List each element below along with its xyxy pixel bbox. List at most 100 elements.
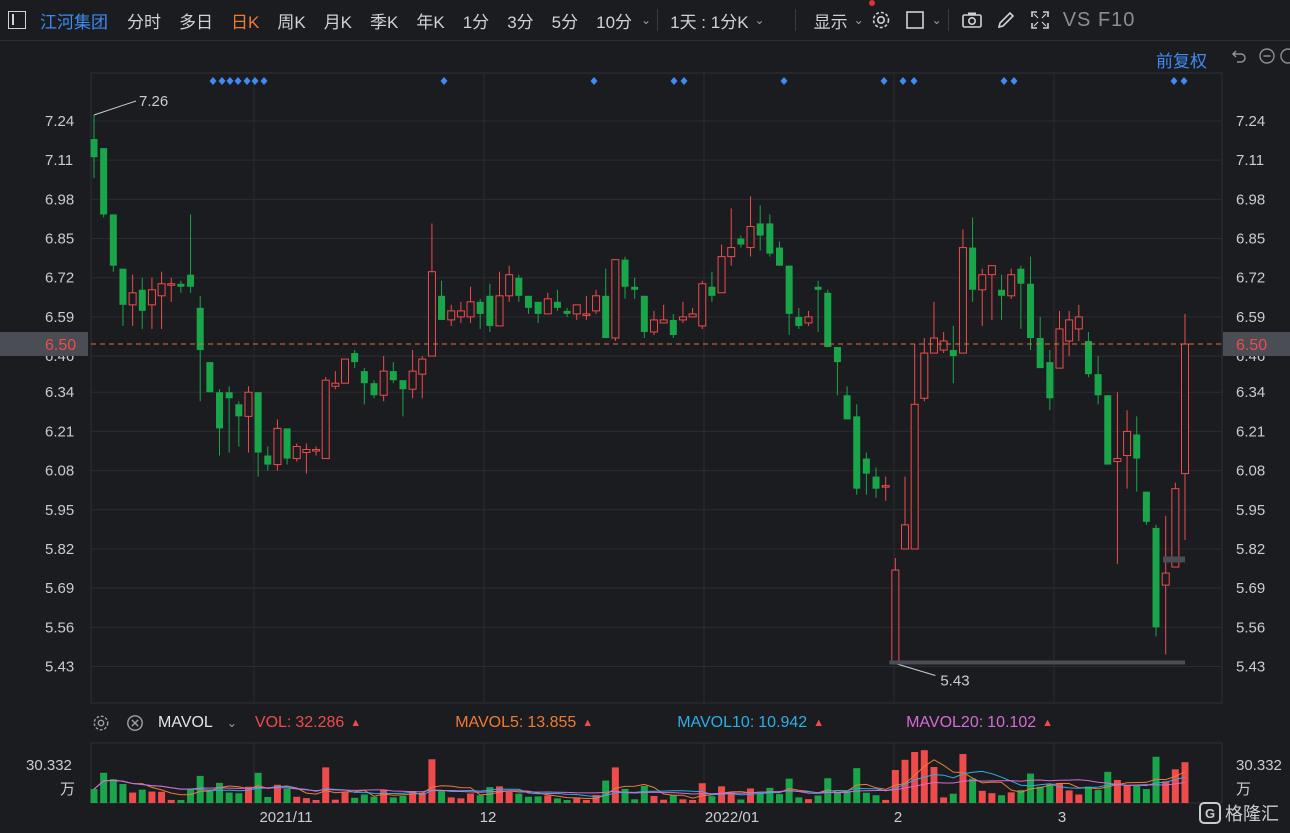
candle-body-up: [466, 301, 475, 318]
y-tick-label-right: 6.08: [1236, 463, 1265, 480]
candle-body-up: [1007, 274, 1016, 297]
volume-bar: [129, 792, 137, 803]
pencil-draw-icon[interactable]: [995, 9, 1017, 31]
period-combo-select[interactable]: 1天 : 1分K: [670, 12, 749, 32]
more-periods-chevron-icon[interactable]: ⌄: [641, 13, 652, 27]
event-marker-diamond-icon: [680, 77, 688, 85]
period-combo-chevron-icon[interactable]: ⌄: [754, 13, 765, 27]
tab-multi-day[interactable]: 多日: [179, 12, 213, 32]
sidebar-toggle-icon[interactable]: [8, 11, 26, 29]
candle-body-down: [998, 289, 1006, 296]
zoom-out-icon[interactable]: [1259, 48, 1275, 64]
volume-bar: [1084, 786, 1092, 803]
volume-bar: [611, 767, 619, 803]
indicator-name[interactable]: MAVOL: [158, 714, 213, 731]
candle-body-down: [225, 392, 233, 399]
volume-bar: [669, 795, 677, 803]
vs-f10-button[interactable]: VS F10: [1062, 8, 1136, 31]
layout-square-icon[interactable]: [904, 9, 926, 31]
candle-body-up: [408, 370, 417, 390]
candle-body-down: [862, 458, 870, 474]
candle-body-up: [582, 313, 591, 316]
indicator-chevron-icon[interactable]: ⌄: [226, 716, 237, 730]
candle-body-up: [688, 313, 697, 318]
mavol10-label: MAVOL10:: [677, 714, 755, 731]
volume-bar: [1065, 790, 1073, 803]
volume-bar: [1036, 786, 1044, 803]
tab-yearly-k[interactable]: 年K: [416, 12, 445, 32]
tab-5min[interactable]: 5分: [551, 12, 579, 32]
candle-body-down: [476, 301, 484, 314]
tab-daily-k[interactable]: 日K: [231, 12, 260, 32]
fullscreen-expand-icon[interactable]: [1029, 9, 1051, 31]
volume-axis-unit-right: 万: [1236, 781, 1251, 798]
candle-body-up: [341, 358, 350, 384]
tab-3min[interactable]: 3分: [507, 12, 534, 32]
tab-1min[interactable]: 1分: [462, 12, 490, 32]
volume-bar: [930, 767, 938, 803]
candle-body-up: [881, 485, 890, 488]
zoom-in-icon[interactable]: [1280, 48, 1290, 64]
volume-bar: [177, 800, 185, 803]
candle-body-down: [563, 310, 571, 314]
candle-body-up: [958, 247, 967, 354]
candle-body-up: [427, 271, 436, 357]
volume-bar: [901, 759, 909, 803]
y-tick-label-left: 7.24: [45, 113, 74, 130]
candle-body-down: [640, 295, 648, 332]
mavol20-up-arrow-icon: ▲: [1042, 717, 1053, 729]
undo-icon[interactable]: [1231, 48, 1247, 64]
candle-body-down: [737, 238, 745, 245]
volume-bar: [428, 759, 436, 803]
candle-body-down: [1104, 395, 1112, 465]
candle-body-up: [302, 449, 311, 454]
candle-body-down: [669, 319, 677, 335]
volume-bar: [862, 792, 870, 803]
candle-body-down: [399, 380, 407, 390]
candle-body-up: [978, 274, 987, 291]
volume-bar: [457, 798, 465, 803]
volume-bar: [756, 793, 764, 803]
candle-body-up: [543, 298, 552, 315]
divider: [947, 9, 949, 31]
tab-monthly-k[interactable]: 月K: [323, 12, 353, 32]
current-price-label-left: 6.50: [45, 337, 76, 354]
tab-quarterly-k[interactable]: 季K: [370, 12, 399, 32]
candle-body-down: [1036, 337, 1044, 369]
stock-name[interactable]: 江河集团: [40, 12, 108, 32]
volume-settings-gear-icon[interactable]: [92, 714, 110, 732]
y-tick-label-left: 5.43: [45, 659, 74, 676]
tab-weekly-k[interactable]: 周K: [277, 12, 306, 32]
display-menu[interactable]: 显示: [813, 12, 848, 32]
candle-body-down: [775, 247, 783, 266]
volume-close-icon[interactable]: [126, 714, 144, 732]
volume-bar: [370, 796, 378, 803]
volume-bar: [1171, 769, 1179, 803]
price-adjust-selector[interactable]: 前复权: [1156, 52, 1207, 71]
watermark-logo: G 格隆汇: [1199, 800, 1279, 826]
x-axis-label: 2022/01: [705, 809, 759, 826]
y-tick-label-left: 5.56: [45, 619, 74, 636]
volume-bar: [1142, 789, 1150, 803]
tab-10min[interactable]: 10分: [596, 12, 633, 32]
volume-bar: [438, 790, 446, 803]
settings-gear-icon[interactable]: [870, 9, 892, 31]
candle-body-down: [631, 286, 639, 290]
volume-bar: [573, 798, 581, 803]
tab-intraday[interactable]: 分时: [127, 12, 161, 32]
event-marker-diamond-icon: [440, 77, 448, 85]
layout-chevron-icon[interactable]: ⌄: [931, 13, 942, 27]
mavol20-value: 10.102: [987, 714, 1037, 731]
candle-body-down: [1094, 374, 1102, 396]
y-tick-label-right: 7.11: [1236, 152, 1264, 169]
candle-body-up: [649, 319, 658, 333]
camera-icon[interactable]: [961, 9, 983, 31]
event-marker-diamond-icon: [780, 77, 788, 85]
vol-label: VOL:: [254, 714, 292, 731]
display-chevron-icon[interactable]: ⌄: [853, 13, 864, 27]
volume-bar: [553, 798, 561, 803]
candle-body-down: [177, 283, 185, 287]
event-marker-diamond-icon: [590, 77, 598, 85]
volume-bar: [360, 794, 368, 803]
candle-body-down: [602, 295, 610, 338]
